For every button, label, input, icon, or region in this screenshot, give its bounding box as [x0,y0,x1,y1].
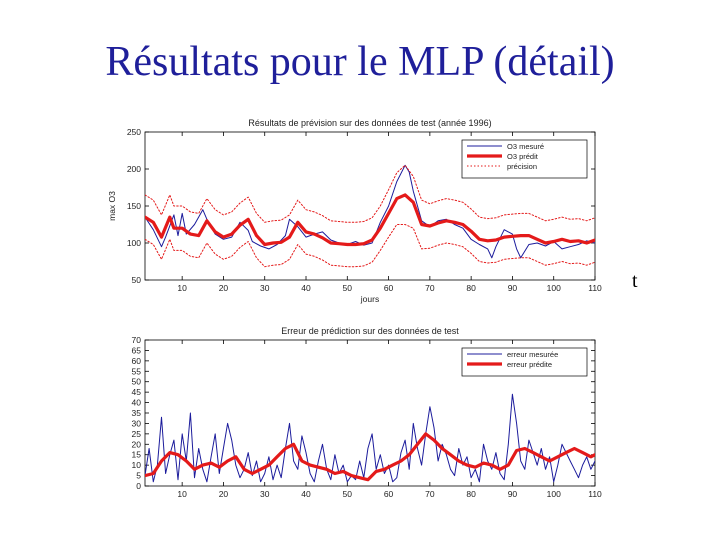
x-tick-label: 60 [384,283,394,293]
x-tick-label: 20 [219,489,229,499]
x-tick-label: 10 [177,489,187,499]
series-line-1 [145,193,595,247]
y-tick-label: 65 [132,345,142,355]
y-tick-label: 40 [132,398,142,408]
legend-label: O3 prédit [507,152,539,161]
y-tick-label: 50 [132,275,142,285]
y-tick-label: 0 [136,481,141,491]
x-tick-label: 110 [588,283,602,293]
legend-label: erreur mesurée [507,350,558,359]
x-tick-label: 90 [508,283,518,293]
y-tick-label: 5 [136,471,141,481]
x-tick-label: 30 [260,489,270,499]
x-tick-label: 70 [425,283,435,293]
x-tick-label: 110 [588,489,602,499]
legend-box [461,347,588,377]
chart-title: Erreur de prédiction sur des données de … [281,326,459,336]
y-tick-label: 20 [132,439,142,449]
y-tick-label: 100 [127,238,141,248]
y-tick-label: 10 [132,460,142,470]
x-tick-label: 100 [547,489,561,499]
x-tick-label: 100 [547,283,561,293]
x-tick-label: 90 [508,489,518,499]
legend-label: précision [507,162,537,171]
series-line-1 [145,432,595,482]
error-chart: Erreur de prédiction sur des données de … [132,326,603,499]
y-axis-label: max O3 [107,191,117,221]
slide-title: Résultats pour le MLP (détail) [105,39,615,85]
legend-label: erreur prédite [507,360,552,369]
x-axis-label: jours [360,294,379,304]
x-tick-label: 30 [260,283,270,293]
series-group [145,164,595,268]
x-tick-label: 80 [466,283,476,293]
y-tick-label: 250 [127,127,141,137]
y-tick-label: 200 [127,164,141,174]
x-tick-label: 60 [384,489,394,499]
y-tick-label: 25 [132,429,142,439]
y-tick-label: 55 [132,366,142,376]
series-line-0 [145,164,595,259]
series-group [145,393,595,483]
x-tick-label: 40 [301,283,311,293]
y-tick-label: 30 [132,418,142,428]
x-tick-label: 80 [466,489,476,499]
y-tick-label: 50 [132,377,142,387]
chart-title: Résultats de prévision sur des données d… [248,118,491,128]
x-tick-label: 50 [343,489,353,499]
forecast-chart: Résultats de prévision sur des données d… [107,118,602,304]
y-tick-label: 60 [132,356,142,366]
stray-letter: t [632,270,638,292]
legend-label: O3 mesuré [507,142,544,151]
x-tick-label: 40 [301,489,311,499]
y-tick-label: 70 [132,335,142,345]
series-line-3 [145,224,595,268]
y-tick-label: 45 [132,387,142,397]
series-line-2 [145,164,595,223]
y-tick-label: 35 [132,408,142,418]
x-tick-label: 10 [177,283,187,293]
x-tick-label: 70 [425,489,435,499]
y-tick-label: 150 [127,201,141,211]
x-tick-label: 50 [343,283,353,293]
series-line-0 [145,393,595,483]
y-tick-label: 15 [132,450,142,460]
x-tick-label: 20 [219,283,229,293]
